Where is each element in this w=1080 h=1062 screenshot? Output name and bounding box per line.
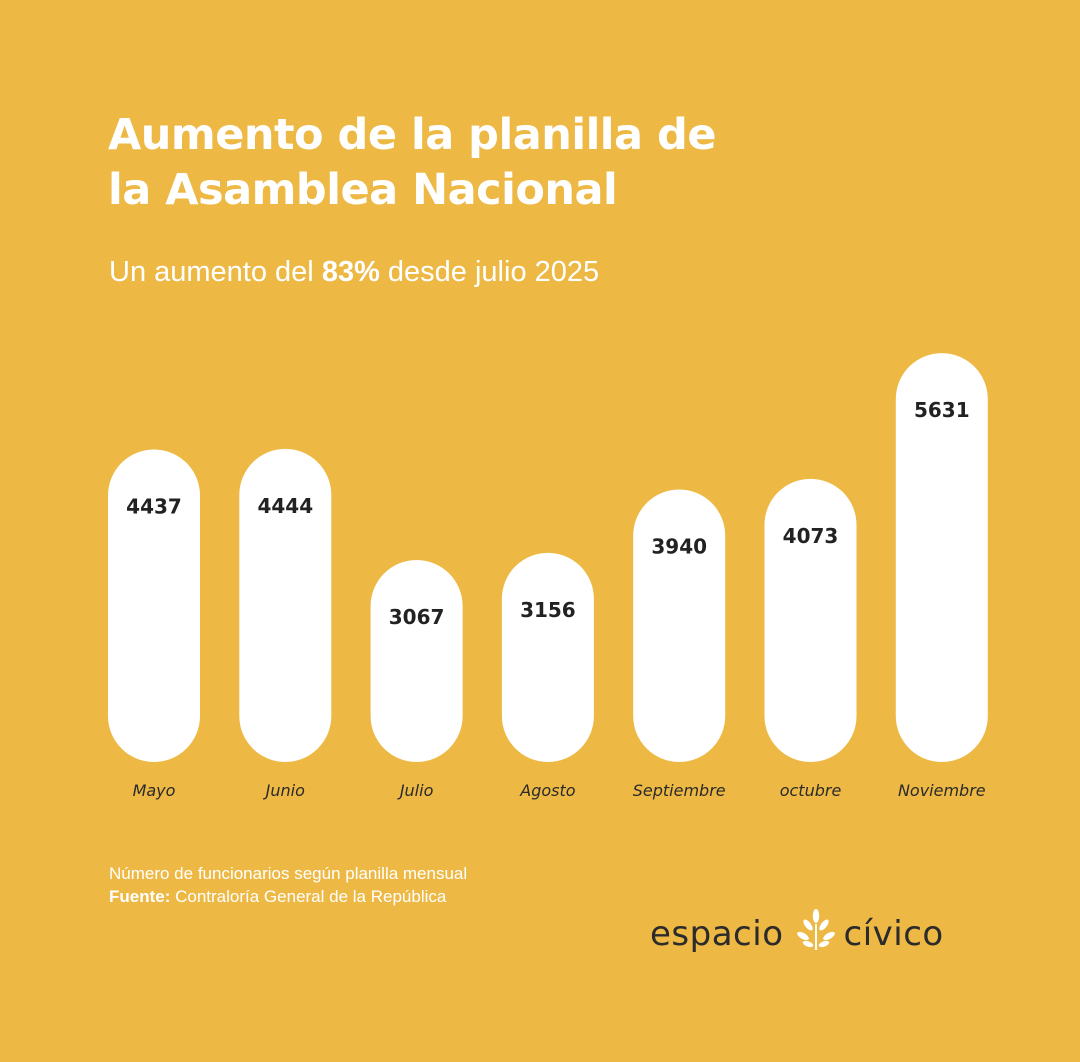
logo-word-1: espacio: [650, 913, 784, 954]
sprig-icon: [794, 906, 838, 961]
category-label: Septiembre: [633, 781, 726, 800]
subtitle-highlight: 83%: [321, 256, 380, 288]
bar-noviembre: [895, 353, 988, 762]
bar-value-label: 5631: [914, 398, 970, 422]
page-title: Aumento de la planilla de la Asamblea Na…: [108, 108, 716, 218]
bar-agosto: [501, 552, 594, 762]
footnote-source: Fuente: Contraloría General de la Repúbl…: [109, 885, 467, 908]
bar-value-label: 4437: [126, 494, 182, 518]
category-label: Junio: [263, 781, 305, 800]
bar-julio: [370, 560, 463, 762]
source-label: Fuente:: [109, 887, 171, 906]
source-text: Contraloría General de la República: [170, 887, 447, 906]
title-line-2: la Asamblea Nacional: [108, 165, 618, 215]
bar-septiembre: [633, 489, 726, 762]
subtitle-prefix: Un aumento del: [109, 256, 322, 288]
title-line-1: Aumento de la planilla de: [108, 110, 716, 160]
bar-value-label: 3156: [520, 598, 576, 622]
bar-value-label: 3067: [389, 605, 445, 629]
bar-junio: [239, 448, 332, 762]
subtitle-suffix: desde julio 2025: [379, 256, 600, 288]
bar-mayo: [108, 449, 200, 762]
footnote-note: Número de funcionarios según planilla me…: [109, 864, 468, 883]
bar-chart: 4437 Mayo 4444 Junio 3067 Julio 3156 Agosto 3940…: [108, 353, 988, 800]
chart-footnote: Número de funcionarios según planilla me…: [109, 862, 467, 908]
category-label: Agosto: [519, 781, 576, 800]
bar-octubre: [764, 478, 857, 762]
category-label: octubre: [780, 781, 842, 800]
bar-value-label: 3940: [651, 535, 707, 559]
brand-logo: espacio cívico: [650, 906, 944, 961]
bar-value-label: 4444: [257, 494, 313, 518]
category-label: Mayo: [133, 781, 176, 800]
page-subtitle: Un aumento del 83% desde julio 2025: [109, 254, 599, 290]
category-label: Julio: [397, 781, 434, 800]
logo-word-2: cívico: [843, 913, 944, 954]
bar-value-label: 4073: [783, 524, 839, 548]
category-label: Noviembre: [898, 781, 986, 800]
